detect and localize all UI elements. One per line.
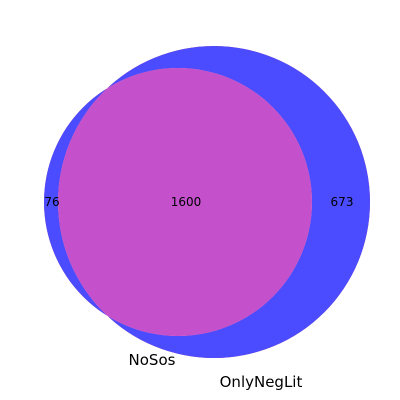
region-value-intersection: 1600 bbox=[171, 195, 202, 209]
venn-region-only-onlyneglit bbox=[44, 46, 370, 358]
region-value-only-nosos: 76 bbox=[44, 195, 59, 209]
set-label-nosos: NoSos bbox=[129, 351, 176, 369]
set-label-onlyneglit: OnlyNegLit bbox=[220, 373, 303, 391]
region-value-only-onlyneglit: 673 bbox=[331, 195, 354, 209]
